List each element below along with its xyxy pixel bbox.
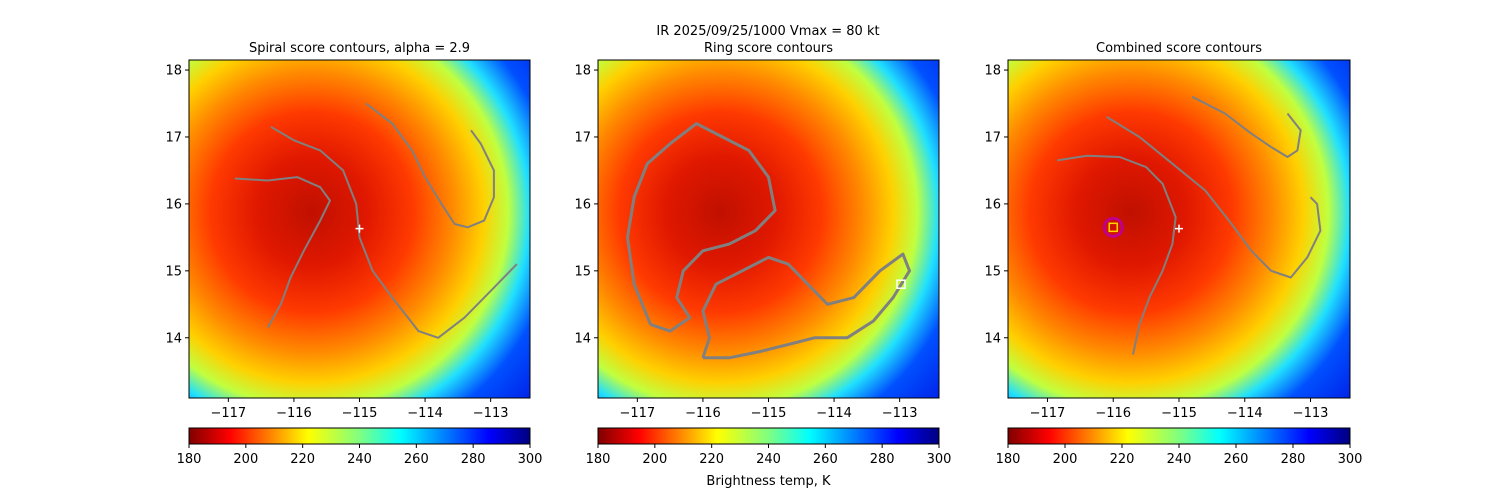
colorbar-gradient xyxy=(1007,427,1351,445)
colorbar-tick-label: 180 xyxy=(177,452,202,467)
y-tick-label: 14 xyxy=(984,331,1001,346)
colorbar-tick-label: 200 xyxy=(642,452,667,467)
colorbar-label: Brightness temp, K xyxy=(706,474,831,489)
colorbar-tick-label: 300 xyxy=(1338,452,1363,467)
x-tick-label: −114 xyxy=(407,406,443,421)
y-tick-label: 17 xyxy=(574,130,591,145)
figure-suptitle: IR 2025/09/25/1000 Vmax = 80 kt xyxy=(656,24,879,39)
colorbar-tick-label: 260 xyxy=(1224,452,1249,467)
y-tick-label: 18 xyxy=(984,64,1001,79)
y-tick-label: 14 xyxy=(574,331,591,346)
panel-title-ring: Ring score contours xyxy=(704,41,833,56)
y-tick-label: 15 xyxy=(574,264,591,279)
x-tick-label: −115 xyxy=(342,406,378,421)
colorbar-tick-label: 220 xyxy=(290,452,315,467)
y-tick-label: 14 xyxy=(165,331,182,346)
score-contour-combined-2 xyxy=(1191,95,1302,158)
colorbar-tick-label: 280 xyxy=(461,452,486,467)
score-contour-ring-1 xyxy=(701,252,911,360)
colorbar-tick-label: 280 xyxy=(1281,452,1306,467)
y-tick-label: 15 xyxy=(165,264,182,279)
y-tick-label: 16 xyxy=(574,197,591,212)
score-contour-ring-0 xyxy=(626,122,777,333)
colorbar-tick-label: 260 xyxy=(404,452,429,467)
y-tick-label: 16 xyxy=(984,197,1001,212)
colorbar-tick-label: 300 xyxy=(518,452,543,467)
combined-best-center-ring xyxy=(1102,216,1124,238)
colorbar-tick-label: 260 xyxy=(813,452,838,467)
y-tick-label: 15 xyxy=(984,264,1001,279)
first-guess-center-marker xyxy=(1175,224,1183,233)
ir-image-spiral xyxy=(189,60,530,398)
x-tick-label: −117 xyxy=(210,406,246,421)
colorbar-tick-label: 180 xyxy=(586,452,611,467)
colorbar-tick-label: 240 xyxy=(347,452,372,467)
colorbar-tick-label: 220 xyxy=(1110,452,1135,467)
y-tick-label: 17 xyxy=(984,130,1001,145)
x-tick-label: −117 xyxy=(619,406,655,421)
ir-image-background xyxy=(598,60,939,398)
x-tick-label: −117 xyxy=(1030,406,1066,421)
score-contour-spiral-0 xyxy=(234,176,331,329)
x-tick-label: −115 xyxy=(751,406,787,421)
y-tick-label: 18 xyxy=(165,64,182,79)
colorbar-tick-label: 200 xyxy=(233,452,258,467)
colorbar-tick-label: 180 xyxy=(996,452,1021,467)
y-tick-label: 17 xyxy=(165,130,182,145)
spiral-score-panel: Spiral score contours, alpha = 2.9 −117 −1… xyxy=(165,41,531,421)
colorbar-tick-label: 200 xyxy=(1053,452,1078,467)
colorbar-tick-label: 220 xyxy=(699,452,724,467)
colorbar-spiral: 180 200 220 240 260 280 300 xyxy=(177,427,543,467)
score-contour-combined-0 xyxy=(1057,154,1177,355)
colorbar-gradient xyxy=(597,427,940,445)
panel-title-spiral: Spiral score contours, alpha = 2.9 xyxy=(249,41,470,56)
score-contour-spiral-2 xyxy=(365,102,495,229)
y-tick-label: 18 xyxy=(574,64,591,79)
ir-image-combined xyxy=(1008,60,1350,398)
x-tick-label: −114 xyxy=(1227,406,1263,421)
x-tick-label: −115 xyxy=(1161,406,1197,421)
colorbar-tick-label: 280 xyxy=(870,452,895,467)
colorbar-tick-label: 240 xyxy=(756,452,781,467)
panel-title-combined: Combined score contours xyxy=(1096,41,1262,56)
ir-image-ring xyxy=(598,60,939,398)
x-tick-label: −116 xyxy=(1095,406,1131,421)
x-tick-label: −116 xyxy=(276,406,312,421)
combined-score-panel: Combined score contours −117 −116 −115 −114 −… xyxy=(984,41,1351,421)
ring-score-panel: Ring score contours −117 −116 −115 −114 −113 1… xyxy=(574,41,940,421)
y-tick-label: 16 xyxy=(165,197,182,212)
colorbar-tick-label: 300 xyxy=(927,452,952,467)
colorbar-tick-label: 240 xyxy=(1167,452,1192,467)
first-guess-center-marker xyxy=(355,224,364,233)
colorbar-gradient xyxy=(188,427,531,445)
x-tick-label: −114 xyxy=(816,406,852,421)
x-tick-label: −113 xyxy=(882,406,918,421)
score-contour-spiral-1 xyxy=(270,126,518,339)
x-tick-label: −113 xyxy=(473,406,509,421)
colorbar-ring: 180 200 220 240 260 280 300 Brightness temp, K xyxy=(586,427,952,489)
combined-best-center-marker xyxy=(1108,222,1118,233)
colorbar-combined: 180 200 220 240 260 280 300 xyxy=(996,427,1363,467)
score-contour-combined-1 xyxy=(1106,116,1322,279)
x-tick-label: −116 xyxy=(685,406,721,421)
x-tick-label: −113 xyxy=(1293,406,1329,421)
ring-best-center-marker xyxy=(896,279,906,289)
